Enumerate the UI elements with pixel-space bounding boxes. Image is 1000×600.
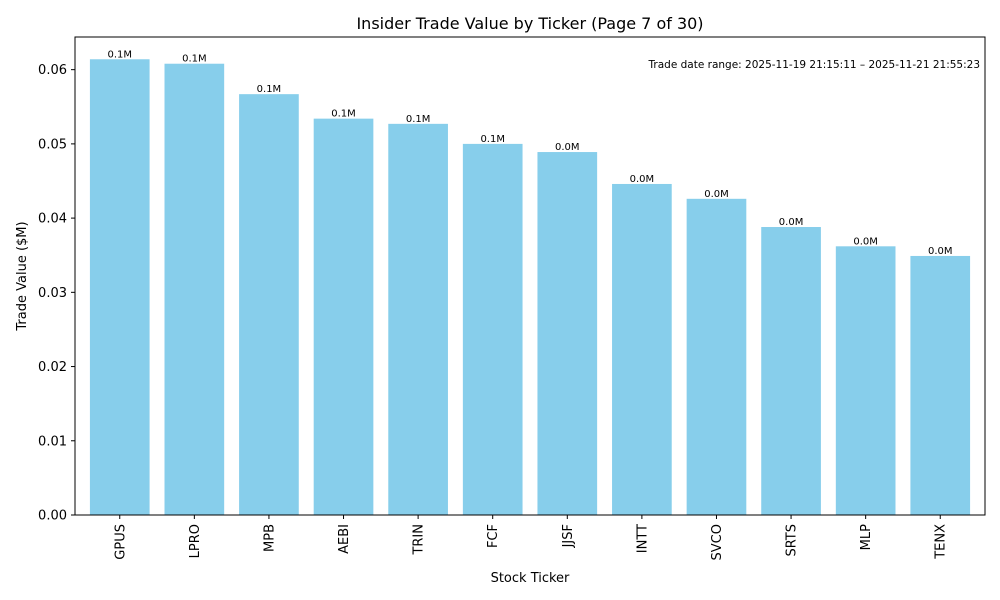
x-tick-label: FCF (486, 524, 501, 548)
x-tick-label: GPUS (113, 524, 128, 560)
bar-intt (612, 183, 672, 515)
y-tick-label: 0.04 (38, 212, 67, 227)
bar-gpus (89, 59, 150, 515)
data-label: 0.1M (406, 114, 431, 125)
bar-mpb (239, 94, 299, 516)
data-label: 0.1M (257, 84, 282, 95)
y-tick-label: 0.02 (38, 360, 67, 375)
y-tick-label: 0.00 (38, 509, 67, 524)
chart-title: Insider Trade Value by Ticker (Page 7 of… (356, 14, 703, 33)
bar-mlp (835, 246, 896, 516)
data-label: 0.0M (704, 189, 729, 200)
data-label: 0.0M (630, 174, 655, 185)
bar-lpro (164, 63, 225, 516)
data-label: 0.0M (779, 217, 804, 228)
y-tick-label: 0.03 (38, 286, 67, 301)
bar-group (89, 59, 971, 516)
bar-jjsf (537, 152, 598, 516)
x-axis: GPUS LPRO MPB AEBI TRIN FCF JJSF INTT SVCO SRTS ML… (113, 515, 949, 560)
y-axis-label: Trade Value ($M) (15, 221, 30, 331)
bar-aebi (313, 118, 374, 515)
data-label: 0.0M (928, 246, 953, 257)
x-tick-label: INTT (635, 524, 650, 553)
data-label: 0.1M (480, 134, 505, 145)
data-label: 0.1M (331, 109, 356, 120)
y-axis: 0.00 0.01 0.02 0.03 0.04 0.05 0.06 (38, 63, 75, 524)
x-tick-label: MLP (859, 524, 874, 550)
data-label: 0.1M (107, 49, 132, 60)
x-tick-label: SRTS (785, 524, 800, 557)
x-tick-label: SVCO (710, 524, 725, 560)
x-axis-label: Stock Ticker (491, 571, 570, 586)
x-tick-label: TRIN (412, 524, 427, 556)
y-tick-label: 0.06 (38, 63, 67, 78)
x-tick-label: TENX (934, 524, 949, 560)
data-label: 0.0M (853, 236, 878, 247)
x-tick-label: LPRO (188, 524, 203, 558)
date-range-annotation: Trade date range: 2025-11-19 21:15:11 – … (648, 59, 980, 71)
data-label-group: 0.1M 0.1M 0.1M 0.1M 0.1M 0.1M 0.0M 0.0M 0.0M 0.0M… (107, 49, 952, 257)
x-tick-label: JJSF (561, 524, 576, 548)
x-tick-label: AEBI (337, 524, 352, 554)
bar-srts (761, 227, 821, 515)
data-label: 0.0M (555, 142, 580, 153)
bar-svco (686, 198, 747, 516)
bar-trin (388, 123, 448, 515)
x-tick-label: MPB (262, 524, 277, 552)
bar-fcf (462, 143, 523, 515)
plot-frame (74, 36, 986, 516)
bar-tenx (910, 255, 971, 515)
y-tick-label: 0.01 (38, 434, 67, 449)
data-label: 0.1M (182, 54, 207, 65)
y-tick-label: 0.05 (38, 137, 67, 152)
